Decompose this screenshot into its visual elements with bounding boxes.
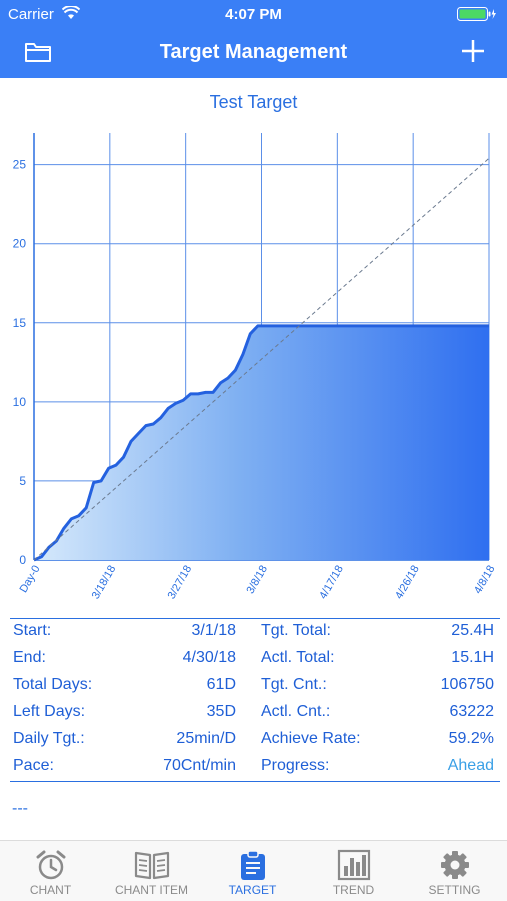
- tab-label: TARGET: [228, 883, 277, 897]
- stat-value: 25.4H: [451, 622, 494, 639]
- x-tick-label: 3/8/18: [244, 564, 270, 596]
- stat-value: 106750: [440, 676, 494, 693]
- tab-target[interactable]: TARGET: [202, 841, 303, 901]
- actual-area: [34, 325, 489, 560]
- stat-value: 59.2%: [448, 730, 494, 747]
- stat-label: Start:: [13, 622, 52, 639]
- stat-label: Total Days:: [13, 676, 93, 693]
- x-tick-label: Day-0: [18, 564, 43, 595]
- tab-setting[interactable]: SETTING: [404, 841, 505, 901]
- y-tick-label: 0: [19, 553, 26, 567]
- chart-title: Test Target: [209, 92, 298, 112]
- tab-label: TREND: [332, 883, 375, 897]
- folder-icon[interactable]: [24, 40, 52, 69]
- alarm-clock-icon: [36, 850, 65, 880]
- stats-panel: Start: 3/1/18 Tgt. Total: 25.4H End: 4/30/18…: [10, 618, 500, 782]
- plus-icon[interactable]: [461, 38, 485, 66]
- stat-label: Achieve Rate:: [261, 730, 361, 747]
- tab-chant[interactable]: CHANT: [0, 841, 101, 901]
- progress-status: Ahead: [447, 757, 494, 774]
- stat-label: Left Days:: [13, 703, 86, 720]
- stat-label: Actl. Total:: [261, 649, 335, 666]
- progress-chart: 0 5 10 15 20 25 Day-0 3/18/18 3/27/18 3/8/18 4/17…: [13, 133, 498, 602]
- stat-value: 63222: [449, 703, 495, 720]
- y-tick-label: 15: [13, 316, 27, 330]
- x-tick-label: 4/17/18: [317, 564, 346, 602]
- x-tick-label: 3/27/18: [166, 564, 195, 602]
- x-tick-label: 3/18/18: [90, 564, 119, 602]
- stat-value: 4/30/18: [182, 649, 236, 666]
- stat-value: 70Cnt/min: [163, 757, 236, 774]
- stat-label: Progress:: [261, 757, 330, 774]
- stat-value: 3/1/18: [191, 622, 236, 639]
- clipboard-icon: [240, 850, 265, 880]
- stat-value: 61D: [206, 676, 236, 693]
- stat-label: Pace:: [13, 757, 54, 774]
- x-tick-label: 4/8/18: [472, 564, 498, 596]
- stat-label: Actl. Cnt.:: [261, 703, 331, 720]
- status-bar: Carrier 4:07 PM: [0, 0, 507, 28]
- wifi-icon: [61, 5, 81, 24]
- bar-chart-icon: [337, 849, 370, 881]
- y-tick-label: 20: [13, 237, 27, 251]
- stat-value: 25min/D: [176, 730, 236, 747]
- battery-icon: [457, 7, 497, 25]
- stat-label: Tgt. Total:: [261, 622, 331, 639]
- stat-label: Tgt. Cnt.:: [261, 676, 327, 693]
- y-tick-label: 5: [19, 474, 26, 488]
- y-tick-label: 25: [13, 158, 27, 172]
- open-book-icon: [134, 851, 169, 880]
- gear-icon: [440, 851, 469, 879]
- tab-label: SETTING: [428, 883, 481, 897]
- tab-bar: CHANT CHANT ITEM TARGET TREND SETTING: [0, 840, 507, 901]
- tab-label: CHANT: [29, 883, 72, 897]
- stat-value: 15.1H: [451, 649, 494, 666]
- tab-label: CHANT ITEM: [114, 883, 189, 897]
- status-time: 4:07 PM: [225, 6, 282, 23]
- stat-value: 35D: [206, 703, 236, 720]
- note-text: ---: [12, 800, 28, 817]
- nav-bar: Target Management: [0, 28, 507, 78]
- x-tick-label: 4/26/18: [393, 564, 422, 602]
- page-title: Target Management: [159, 41, 348, 63]
- y-tick-label: 10: [13, 395, 27, 409]
- actual-line: [33, 324, 489, 562]
- carrier-label: Carrier: [8, 6, 54, 23]
- stat-label: End:: [13, 649, 46, 666]
- tab-trend[interactable]: TREND: [303, 841, 404, 901]
- tab-chant-item[interactable]: CHANT ITEM: [101, 841, 202, 901]
- stat-label: Daily Tgt.:: [13, 730, 85, 747]
- target-line: [33, 157, 490, 561]
